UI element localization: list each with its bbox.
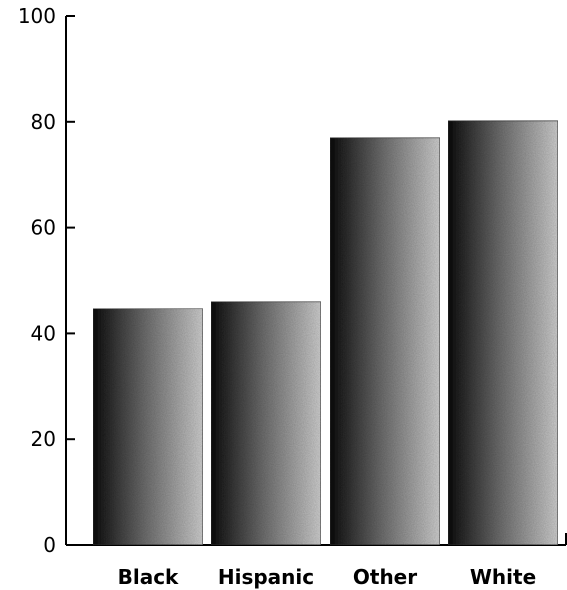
bar-black	[92, 308, 204, 546]
y-tick-label-60: 60	[31, 216, 56, 240]
bar-white	[447, 120, 559, 546]
y-tick-label-0: 0	[43, 533, 56, 557]
y-tick-label-40: 40	[31, 321, 56, 345]
x-tick-label-other: Other	[353, 565, 417, 589]
x-tick-label-black: Black	[118, 565, 179, 589]
x-tick-label-hispanic: Hispanic	[218, 565, 314, 589]
bar-hispanic	[210, 301, 322, 546]
labels: 0 20 40 60 80 100 Black Hispanic Other White	[18, 4, 536, 589]
y-tick-label-20: 20	[31, 427, 56, 451]
y-tick-label-80: 80	[31, 110, 56, 134]
bar-other	[329, 137, 441, 546]
y-tick-label-100: 100	[18, 4, 56, 28]
bars	[92, 120, 559, 546]
x-tick-label-white: White	[470, 565, 536, 589]
